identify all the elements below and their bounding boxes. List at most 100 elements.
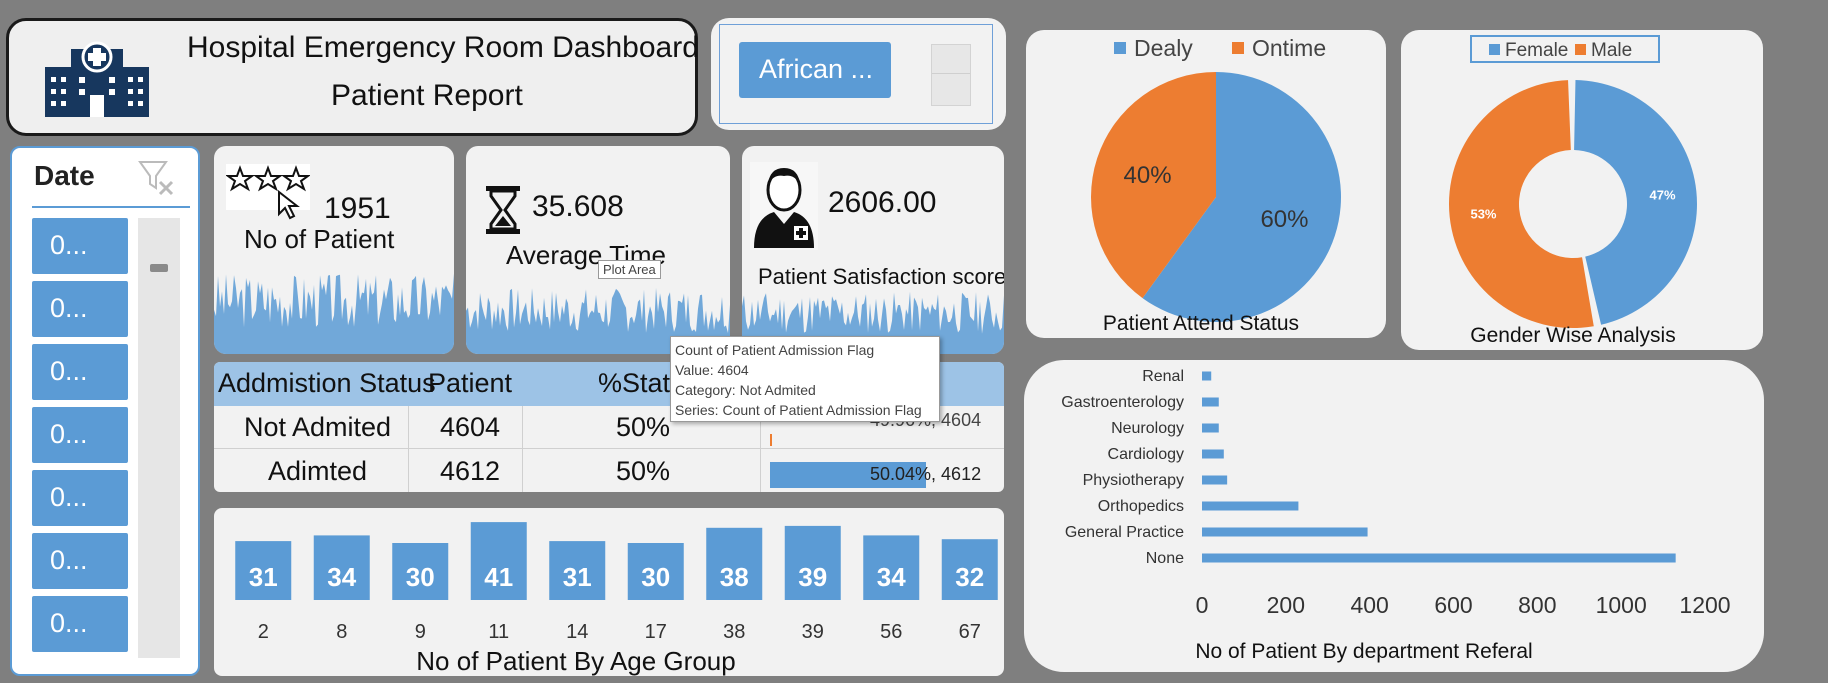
date-slicer-scroll-thumb[interactable] bbox=[150, 264, 168, 272]
department-referral-chart: Renal Gastroenterology Neurology Cardiology… bbox=[1061, 368, 1730, 663]
age-bar bbox=[863, 535, 920, 600]
row-pct: 50% bbox=[616, 412, 671, 442]
age-bar-label: 38 bbox=[720, 562, 749, 592]
date-slicer-item[interactable]: 0... bbox=[32, 281, 128, 337]
legend-label: Male bbox=[1591, 40, 1632, 61]
age-bar-label: 34 bbox=[327, 562, 356, 592]
age-tick-label: 2 bbox=[258, 621, 269, 643]
age-group-chart-panel: 31 2 34 8 30 9 41 11 31 14 30 17 38 38 39 39 34 56 32 67 No … bbox=[214, 508, 1004, 676]
age-bar bbox=[784, 525, 841, 600]
kpi-card-patients: 1951 No of Patient bbox=[214, 146, 454, 354]
age-tick-label: 17 bbox=[645, 621, 667, 643]
age-bar bbox=[706, 527, 763, 600]
dept-x-tick: 1200 bbox=[1679, 592, 1730, 618]
age-bar bbox=[392, 543, 449, 600]
age-tick-label: 38 bbox=[723, 621, 745, 643]
date-slicer-scrollbar[interactable] bbox=[138, 218, 180, 658]
kpi-patients-label: No of Patient bbox=[244, 224, 395, 254]
dept-category-label: Physiotherapy bbox=[1083, 472, 1184, 489]
dept-x-tick: 1000 bbox=[1596, 592, 1647, 618]
doctor-icon bbox=[750, 162, 818, 250]
age-bar-label: 30 bbox=[406, 562, 435, 592]
row-patient: 4604 bbox=[440, 412, 501, 442]
age-tick-label: 14 bbox=[566, 621, 588, 643]
legend-label: Dealy bbox=[1134, 35, 1193, 61]
age-tick-label: 9 bbox=[415, 621, 426, 643]
race-slicer-item[interactable]: African ... bbox=[739, 42, 891, 98]
dept-chart-title: No of Patient By department Referal bbox=[1195, 640, 1532, 663]
dept-x-tick: 800 bbox=[1518, 592, 1556, 618]
date-slicer-item[interactable]: 0... bbox=[32, 218, 128, 274]
dashboard-subtitle: Patient Report bbox=[331, 79, 523, 112]
date-slicer-divider bbox=[32, 206, 190, 208]
sparkline-area bbox=[466, 287, 730, 354]
tooltip-line: Category: Not Admited bbox=[675, 382, 816, 398]
kpi-avg-time-sparkline bbox=[466, 287, 730, 354]
dashboard-title-box: Hospital Emergency Room Dashboard Patien… bbox=[6, 18, 699, 136]
legend-swatch bbox=[1114, 42, 1126, 54]
legend-label: Ontime bbox=[1252, 35, 1326, 61]
age-bar bbox=[549, 541, 606, 600]
hourglass-icon bbox=[486, 186, 520, 234]
age-chart-title: No of Patient By Age Group bbox=[416, 646, 735, 676]
date-slicer-item[interactable]: 0... bbox=[32, 533, 128, 589]
chart-hover-tooltip: Count of Patient Admission Flag Value: 4… bbox=[670, 336, 940, 422]
date-slicer-item[interactable]: 0... bbox=[32, 407, 128, 463]
pie-data-label: 40% bbox=[1124, 162, 1172, 189]
age-bar-label: 41 bbox=[484, 562, 513, 592]
race-slicer-scrollbar[interactable] bbox=[931, 44, 971, 106]
age-bar-label: 30 bbox=[641, 562, 670, 592]
age-tick-label: 8 bbox=[336, 621, 347, 643]
date-slicer-item[interactable]: 0... bbox=[32, 344, 128, 400]
dept-category-label: Gastroenterology bbox=[1061, 394, 1184, 411]
row-data-bar bbox=[770, 462, 926, 488]
age-bar bbox=[313, 535, 370, 600]
kpi-card-satisfaction: 2606.00 Patient Satisfaction score bbox=[742, 146, 1004, 354]
star-rating-icon bbox=[226, 164, 310, 210]
kpi-satisfaction-label: Patient Satisfaction score bbox=[758, 264, 1004, 289]
row-data-bar bbox=[770, 434, 772, 446]
dept-x-tick: 200 bbox=[1267, 592, 1305, 618]
kpi-card-avg-time: 35.608 Average Time bbox=[466, 146, 730, 354]
dept-x-tick: 600 bbox=[1434, 592, 1472, 618]
dept-category-label: Renal bbox=[1142, 368, 1184, 385]
age-tick-label: 11 bbox=[488, 621, 509, 643]
clear-filter-icon[interactable] bbox=[136, 158, 176, 198]
attend-chart-title: Patient Attend Status bbox=[1103, 312, 1299, 335]
kpi-patients-value: 1951 bbox=[324, 192, 391, 225]
plot-area-tooltip: Plot Area bbox=[598, 260, 661, 279]
dept-category-label: Cardiology bbox=[1108, 446, 1184, 463]
sparkline-area bbox=[214, 273, 454, 354]
kpi-avg-time-value: 35.608 bbox=[532, 190, 624, 223]
age-bar-label: 31 bbox=[563, 562, 592, 592]
dept-bar bbox=[1202, 449, 1224, 459]
age-bar bbox=[235, 541, 292, 600]
gender-chart: Female Male 47% 53% Gender Wise Analysis bbox=[1448, 35, 1698, 347]
donut-slice bbox=[1448, 80, 1594, 328]
dept-x-tick: 400 bbox=[1350, 592, 1388, 618]
date-slicer-item[interactable]: 0... bbox=[32, 470, 128, 526]
pie-slice bbox=[1142, 72, 1341, 322]
age-group-chart: 31 2 34 8 30 9 41 11 31 14 30 17 38 38 39 39 34 56 32 67 No … bbox=[235, 522, 998, 676]
header-admission-status: Addmistion Status bbox=[218, 368, 436, 398]
tooltip-line: Value: 4604 bbox=[675, 362, 749, 378]
dept-x-tick: 0 bbox=[1196, 592, 1209, 618]
dept-bar bbox=[1202, 371, 1212, 381]
age-bar-label: 31 bbox=[249, 562, 278, 592]
row-pct: 50% bbox=[616, 456, 671, 486]
age-tick-label: 39 bbox=[802, 621, 824, 643]
gender-chart-panel: Female Male 47% 53% Gender Wise Analysis bbox=[1401, 30, 1763, 350]
dept-category-label: Orthopedics bbox=[1098, 498, 1184, 515]
dept-category-label: None bbox=[1146, 550, 1184, 567]
donut-data-label: 53% bbox=[1470, 206, 1496, 221]
dept-category-label: Neurology bbox=[1111, 420, 1184, 437]
age-bar bbox=[627, 543, 684, 600]
dept-bar bbox=[1202, 501, 1299, 511]
date-slicer-item[interactable]: 0... bbox=[32, 596, 128, 652]
tooltip-line: Series: Count of Patient Admission Flag bbox=[675, 402, 922, 418]
dept-bar bbox=[1202, 475, 1228, 485]
dept-bar bbox=[1202, 397, 1219, 407]
race-slicer: African ... bbox=[711, 18, 1006, 130]
department-referral-chart-panel: Renal Gastroenterology Neurology Cardiology… bbox=[1024, 360, 1764, 672]
age-tick-label: 56 bbox=[880, 621, 902, 643]
